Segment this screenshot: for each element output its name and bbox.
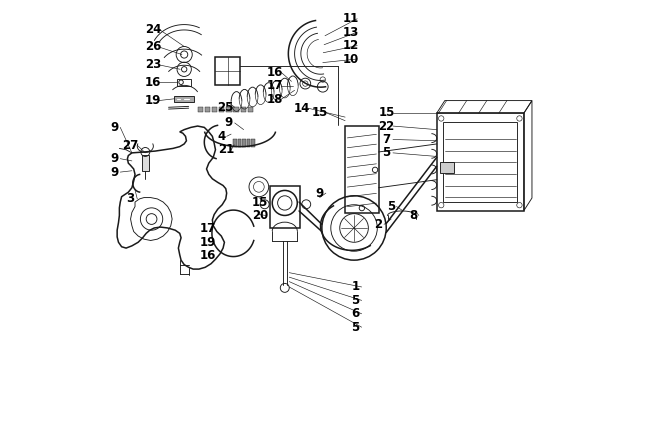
Bar <box>440 162 454 173</box>
Text: 15: 15 <box>311 106 328 119</box>
Bar <box>247 139 250 147</box>
Text: 4: 4 <box>217 130 226 143</box>
Text: 23: 23 <box>145 58 161 72</box>
Bar <box>248 107 253 112</box>
Text: 17: 17 <box>200 222 216 236</box>
Text: 8: 8 <box>410 209 418 222</box>
Bar <box>174 96 194 102</box>
Text: 16: 16 <box>266 66 283 79</box>
Text: 9: 9 <box>110 152 118 165</box>
Text: 6: 6 <box>351 307 359 320</box>
Text: 9: 9 <box>110 165 118 179</box>
Text: 9: 9 <box>110 121 118 134</box>
Text: 20: 20 <box>252 209 268 222</box>
Text: 14: 14 <box>294 101 310 115</box>
Text: 24: 24 <box>145 22 161 36</box>
Bar <box>233 107 239 112</box>
Bar <box>216 57 240 85</box>
Text: 10: 10 <box>343 52 359 66</box>
Text: 3: 3 <box>127 192 135 206</box>
Text: 15: 15 <box>252 195 268 209</box>
Text: 15: 15 <box>378 106 395 119</box>
Text: 9: 9 <box>315 186 324 200</box>
Bar <box>242 139 246 147</box>
Bar <box>238 139 241 147</box>
Text: 1: 1 <box>352 280 359 294</box>
Text: 5: 5 <box>383 146 391 160</box>
Text: 11: 11 <box>343 12 359 25</box>
Text: 19: 19 <box>145 94 161 107</box>
Text: 5: 5 <box>387 200 395 213</box>
Text: 2: 2 <box>374 218 382 231</box>
Bar <box>226 107 231 112</box>
Text: 13: 13 <box>343 25 359 39</box>
Bar <box>177 79 191 86</box>
Text: 9: 9 <box>225 116 233 130</box>
Text: 17: 17 <box>266 79 283 93</box>
Text: 7: 7 <box>383 133 391 146</box>
Bar <box>270 186 300 228</box>
Text: 12: 12 <box>343 39 359 52</box>
Bar <box>212 107 217 112</box>
Text: 26: 26 <box>145 40 161 54</box>
Text: 16: 16 <box>145 76 161 89</box>
Bar <box>219 107 224 112</box>
Bar <box>240 107 246 112</box>
Text: 21: 21 <box>218 143 234 156</box>
Text: 5: 5 <box>351 320 359 334</box>
Bar <box>437 113 524 211</box>
Bar <box>205 107 210 112</box>
Bar <box>233 139 237 147</box>
Bar <box>345 126 379 214</box>
Text: 27: 27 <box>122 139 138 152</box>
Bar <box>443 122 517 202</box>
Text: 22: 22 <box>378 119 395 133</box>
Text: 16: 16 <box>200 249 216 262</box>
Text: 18: 18 <box>266 93 283 106</box>
Bar <box>142 155 149 171</box>
Text: 19: 19 <box>200 236 216 249</box>
Bar <box>252 139 255 147</box>
Text: 5: 5 <box>351 294 359 307</box>
Text: 25: 25 <box>218 101 234 114</box>
Bar <box>198 107 203 112</box>
